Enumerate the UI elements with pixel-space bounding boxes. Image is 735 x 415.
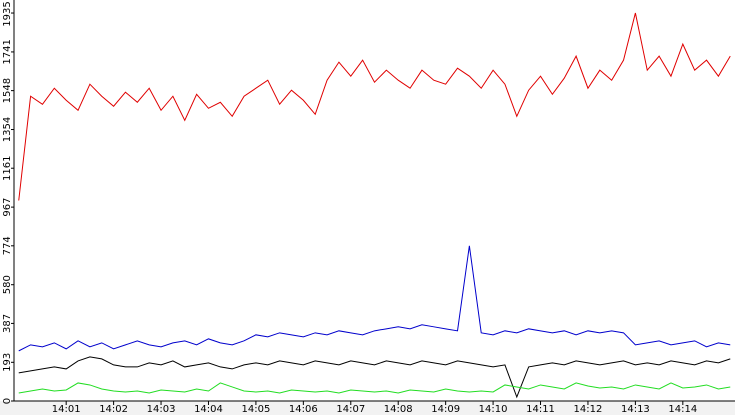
series-line bbox=[18, 12, 731, 201]
x-tick-label: 14:10 bbox=[479, 404, 508, 415]
x-tick-label: 14:02 bbox=[99, 404, 128, 415]
x-tick-label: 14:09 bbox=[431, 404, 460, 415]
x-tick-label: 14:05 bbox=[242, 404, 271, 415]
x-tick-label: 14:11 bbox=[526, 404, 555, 415]
series-line bbox=[18, 245, 731, 352]
y-tick-label: 967 bbox=[2, 198, 13, 217]
series-line bbox=[18, 382, 731, 394]
y-tick-label: 580 bbox=[2, 275, 13, 294]
y-tick-label: 1161 bbox=[2, 155, 13, 180]
y-tick-label: 1741 bbox=[2, 39, 13, 64]
x-axis-band bbox=[0, 401, 735, 415]
y-tick-label: 774 bbox=[2, 236, 13, 255]
y-tick-label: 1935 bbox=[2, 1, 13, 26]
x-tick-label: 14:12 bbox=[574, 404, 603, 415]
y-tick-label: 1548 bbox=[2, 78, 13, 103]
x-tick-label: 14:08 bbox=[384, 404, 413, 415]
x-tick-label: 14:14 bbox=[668, 404, 697, 415]
x-tick-label: 14:13 bbox=[621, 404, 650, 415]
x-tick-label: 14:04 bbox=[194, 404, 223, 415]
x-tick-label: 14:01 bbox=[52, 404, 81, 415]
x-tick-label: 14:03 bbox=[147, 404, 176, 415]
series-line bbox=[18, 356, 731, 399]
y-tick-label: 193 bbox=[2, 353, 13, 372]
x-tick-label: 14:06 bbox=[289, 404, 318, 415]
y-tick-label: 1354 bbox=[2, 117, 13, 142]
y-tick-label: 0 bbox=[2, 398, 13, 404]
x-tick-label: 14:07 bbox=[336, 404, 365, 415]
y-tick-label: 387 bbox=[2, 314, 13, 333]
